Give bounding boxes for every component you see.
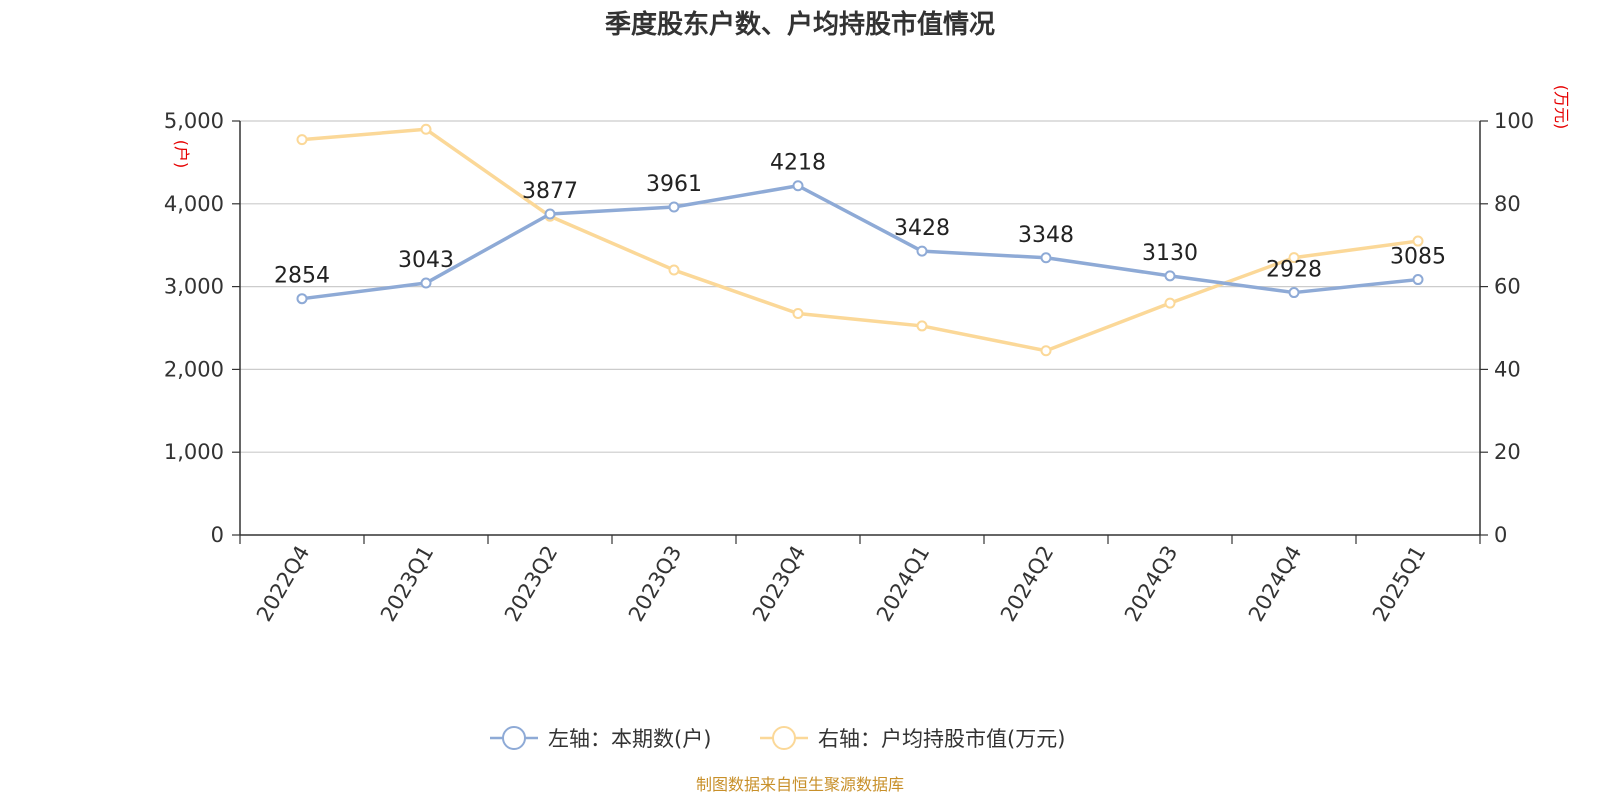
series-point bbox=[1412, 235, 1424, 247]
right-axis-tick-label: 0 bbox=[1494, 523, 1507, 547]
grid-lines bbox=[240, 120, 1480, 453]
left-axis-unit: (户) bbox=[172, 140, 191, 169]
series-point bbox=[668, 264, 680, 276]
data-label: 3428 bbox=[894, 216, 950, 241]
data-label: 4218 bbox=[770, 151, 826, 176]
right-axis-tick-label: 20 bbox=[1494, 440, 1521, 464]
series-point bbox=[420, 277, 432, 289]
series-point bbox=[1412, 274, 1424, 286]
series-point bbox=[420, 123, 432, 135]
series-point bbox=[1164, 297, 1176, 309]
data-label: 3961 bbox=[646, 172, 702, 197]
x-axis-tick-label: 2023Q4 bbox=[748, 542, 810, 626]
x-axis-tick-label: 2024Q1 bbox=[872, 542, 934, 626]
data-label: 3043 bbox=[398, 248, 454, 273]
x-axis-tick-label: 2023Q3 bbox=[624, 542, 686, 626]
series-point bbox=[1040, 252, 1052, 264]
data-label: 2928 bbox=[1266, 258, 1322, 283]
right-axis-unit: (万元) bbox=[1552, 85, 1571, 130]
legend-marker bbox=[772, 726, 796, 750]
series-point bbox=[916, 320, 928, 332]
series-line bbox=[301, 183, 1419, 301]
legend-label: 右轴：户均持股市值(万元) bbox=[818, 727, 1065, 751]
data-label: 3877 bbox=[522, 179, 578, 204]
left-axis-tick-label: 5,000 bbox=[164, 109, 224, 133]
x-axis-tick-label: 2023Q2 bbox=[500, 542, 562, 626]
series-point bbox=[792, 308, 804, 320]
series-point bbox=[296, 134, 308, 146]
right-axis-tick-label: 80 bbox=[1494, 192, 1521, 216]
series-line bbox=[301, 127, 1419, 353]
right-axis-tick-label: 100 bbox=[1494, 109, 1534, 133]
legend[interactable]: 左轴：本期数(户) 右轴：户均持股市值(万元) bbox=[490, 726, 1065, 751]
right-axis-tick-label: 40 bbox=[1494, 357, 1521, 381]
data-label: 3130 bbox=[1142, 241, 1198, 266]
x-axis-tick-label: 2025Q1 bbox=[1368, 542, 1430, 626]
data-label: 3085 bbox=[1390, 245, 1446, 270]
left-axis-tick-label: 4,000 bbox=[164, 192, 224, 216]
data-label: 3348 bbox=[1018, 223, 1074, 248]
left-axis-tick-label: 0 bbox=[211, 523, 224, 547]
axes: 0 0 1,000 20 2,000 40 3,000 60 4,000 80 5,000 100 20… bbox=[164, 109, 1534, 626]
series-point bbox=[1040, 345, 1052, 357]
x-axis-tick-label: 2022Q4 bbox=[252, 542, 314, 626]
legend-item[interactable]: 右轴：户均持股市值(万元) bbox=[760, 726, 1065, 751]
chart-title: 季度股东户数、户均持股市值情况 bbox=[605, 9, 995, 40]
series-point bbox=[916, 245, 928, 257]
legend-label: 左轴：本期数(户) bbox=[548, 727, 711, 751]
series-point bbox=[668, 201, 680, 213]
x-axis-tick-label: 2024Q4 bbox=[1244, 542, 1306, 626]
series-point bbox=[1288, 252, 1300, 264]
series-lines bbox=[296, 123, 1424, 357]
right-axis-tick-label: 60 bbox=[1494, 275, 1521, 299]
series-point bbox=[544, 208, 556, 220]
x-axis-tick-label: 2024Q3 bbox=[1120, 542, 1182, 626]
data-labels: 2854 3043 3877 3961 4218 3428 3348 3130 2928 3085 bbox=[274, 151, 1446, 289]
left-axis-tick-label: 2,000 bbox=[164, 357, 224, 381]
series-point bbox=[1288, 287, 1300, 299]
x-axis-tick-label: 2024Q2 bbox=[996, 542, 1058, 626]
data-label: 2854 bbox=[274, 264, 330, 289]
legend-marker bbox=[502, 726, 526, 750]
series-point bbox=[792, 180, 804, 192]
left-axis-tick-label: 3,000 bbox=[164, 275, 224, 299]
source-note: 制图数据来自恒生聚源数据库 bbox=[696, 775, 904, 794]
series-point bbox=[1164, 270, 1176, 282]
series-point bbox=[296, 293, 308, 305]
legend-item[interactable]: 左轴：本期数(户) bbox=[490, 726, 711, 751]
x-axis-tick-label: 2023Q1 bbox=[376, 542, 438, 626]
left-axis-tick-label: 1,000 bbox=[164, 440, 224, 464]
